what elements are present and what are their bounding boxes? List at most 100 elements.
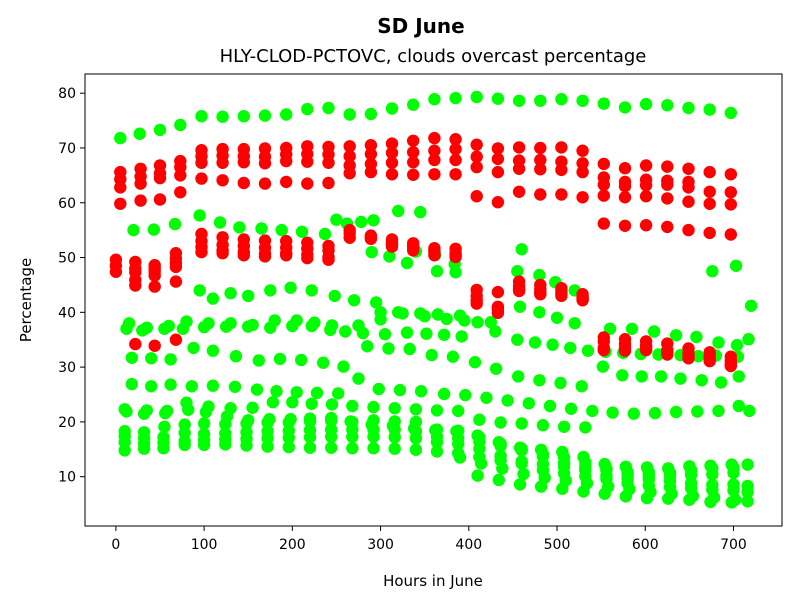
point-green-14: [407, 98, 420, 111]
point-green-395: [224, 287, 237, 300]
point-red-228: [449, 250, 462, 264]
point-green-120: [489, 362, 503, 375]
point-green-171: [246, 401, 259, 414]
point-red-242: [129, 279, 142, 292]
point-green-32: [168, 217, 182, 231]
point-green-6: [237, 110, 250, 123]
point-red-219: [216, 247, 229, 260]
point-green-159: [648, 406, 662, 420]
point-red-11: [343, 140, 356, 153]
point-red-103: [428, 168, 441, 181]
point-green-357: [492, 473, 505, 487]
point-green-228: [303, 415, 317, 428]
point-green-35: [233, 221, 246, 234]
point-green-42: [355, 215, 368, 229]
point-green-142: [290, 386, 303, 399]
point-red-76: [491, 165, 505, 179]
point-red-245: [129, 337, 142, 351]
point-green-315: [219, 438, 232, 451]
point-green-372: [365, 245, 378, 259]
point-green-107: [206, 344, 220, 357]
point-green-383: [533, 306, 546, 319]
point-green-134: [125, 377, 138, 391]
point-green-21: [555, 93, 568, 106]
point-red-91: [174, 186, 187, 199]
point-red-226: [407, 244, 420, 257]
point-green-342: [474, 457, 488, 470]
point-green-2: [153, 123, 167, 137]
point-green-78: [400, 326, 414, 339]
point-green-172: [266, 396, 280, 409]
point-red-115: [682, 195, 695, 208]
point-red-99: [343, 167, 356, 180]
point-green-80: [437, 328, 451, 341]
point-green-376: [449, 266, 462, 279]
y-tick-label-60: 60: [58, 196, 76, 212]
point-red-109: [555, 188, 568, 201]
point-green-3: [174, 118, 187, 132]
point-red-217: [169, 260, 183, 274]
point-red-97: [301, 177, 314, 190]
point-red-62: [195, 156, 208, 169]
point-green-23: [597, 97, 610, 110]
point-red-122: [682, 223, 695, 237]
point-red-63: [216, 156, 229, 169]
y-tick-label-20: 20: [58, 415, 76, 431]
point-red-246: [148, 339, 161, 352]
point-green-146: [372, 382, 385, 396]
point-red-231: [512, 284, 526, 298]
chart-subtitle: HLY-CLOD-PCTOVC, clouds overcast percent…: [220, 46, 647, 67]
point-green-399: [305, 284, 318, 297]
point-green-174: [305, 397, 318, 410]
point-red-216: [148, 269, 161, 282]
point-green-229: [325, 414, 338, 427]
point-green-153: [522, 397, 535, 410]
point-red-81: [597, 178, 610, 191]
point-red-44: [407, 146, 420, 159]
point-red-220: [237, 249, 250, 262]
point-green-111: [295, 353, 308, 367]
point-red-84: [661, 178, 674, 191]
point-green-130: [695, 374, 708, 387]
point-green-117: [425, 348, 438, 362]
point-red-59: [134, 177, 147, 190]
point-red-68: [322, 156, 335, 169]
point-green-323: [388, 442, 401, 455]
point-green-403: [193, 284, 206, 297]
point-green-182: [473, 413, 486, 426]
point-red-74: [449, 153, 462, 167]
point-green-290: [346, 430, 359, 443]
x-tick-label-700: 700: [720, 537, 747, 553]
point-green-76: [356, 326, 370, 340]
point-green-181: [452, 404, 465, 418]
point-green-184: [515, 417, 528, 430]
point-green-124: [575, 380, 588, 393]
point-green-386: [603, 322, 617, 335]
point-green-12: [364, 107, 378, 121]
point-green-139: [228, 380, 242, 393]
point-red-218: [195, 245, 208, 259]
point-red-237: [639, 343, 653, 357]
point-green-373: [383, 250, 396, 263]
point-red-124: [724, 228, 737, 241]
point-green-321: [346, 442, 359, 455]
point-red-92: [195, 172, 208, 185]
point-green-74: [324, 323, 337, 337]
point-green-390: [690, 330, 703, 344]
point-red-28: [703, 165, 716, 179]
point-green-278: [727, 466, 740, 480]
point-green-218: [741, 458, 754, 471]
point-green-89: [511, 333, 524, 346]
point-green-226: [261, 416, 274, 429]
point-red-244: [169, 275, 183, 288]
point-red-67: [301, 155, 314, 168]
point-green-374: [400, 256, 414, 270]
point-green-30: [127, 223, 140, 237]
point-green-67: [176, 322, 190, 335]
point-green-177: [367, 400, 380, 414]
point-green-26: [661, 99, 674, 112]
point-green-1: [133, 127, 146, 140]
point-red-87: [724, 186, 737, 199]
point-red-102: [407, 168, 420, 181]
point-red-27: [682, 162, 695, 175]
